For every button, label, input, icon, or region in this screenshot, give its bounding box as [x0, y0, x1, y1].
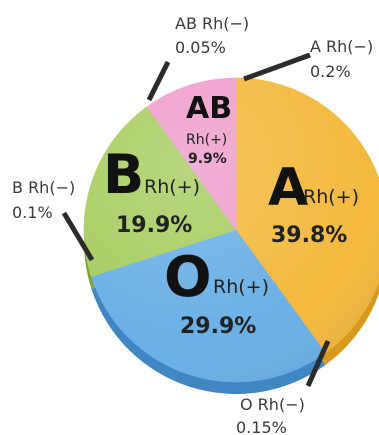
letter-o: O — [164, 245, 212, 310]
rh-a-pos: Rh(+) — [303, 186, 359, 208]
leader-line-a-neg — [243, 52, 311, 82]
leader-line-ab-neg — [146, 60, 171, 102]
value-ab-pos: 9.9% — [188, 151, 227, 167]
leader-line-o-neg — [305, 339, 331, 388]
value-ab-neg: 0.05% — [175, 38, 226, 57]
letter-a: A — [268, 158, 308, 218]
label-o-neg: O Rh(−) — [240, 395, 305, 414]
letter-b: B — [103, 143, 144, 206]
label-b-neg: B Rh(−) — [12, 178, 75, 197]
label-ab-neg: AB Rh(−) — [175, 14, 249, 33]
value-b-neg: 0.1% — [12, 203, 53, 222]
letter-ab: AB — [186, 91, 232, 126]
rh-b-pos: Rh(+) — [144, 176, 200, 198]
label-a-neg: A Rh(−) — [310, 37, 373, 56]
value-a-neg: 0.2% — [310, 62, 351, 81]
value-b-pos: 19.9% — [116, 213, 192, 238]
value-o-neg: 0.15% — [236, 418, 287, 435]
leader-lines — [61, 52, 331, 388]
value-o-pos: 29.9% — [180, 314, 256, 339]
leader-line-b-neg — [61, 211, 95, 262]
rh-ab-pos: Rh(+) — [186, 132, 227, 148]
rh-o-pos: Rh(+) — [213, 276, 269, 298]
value-a-pos: 39.8% — [271, 223, 347, 248]
